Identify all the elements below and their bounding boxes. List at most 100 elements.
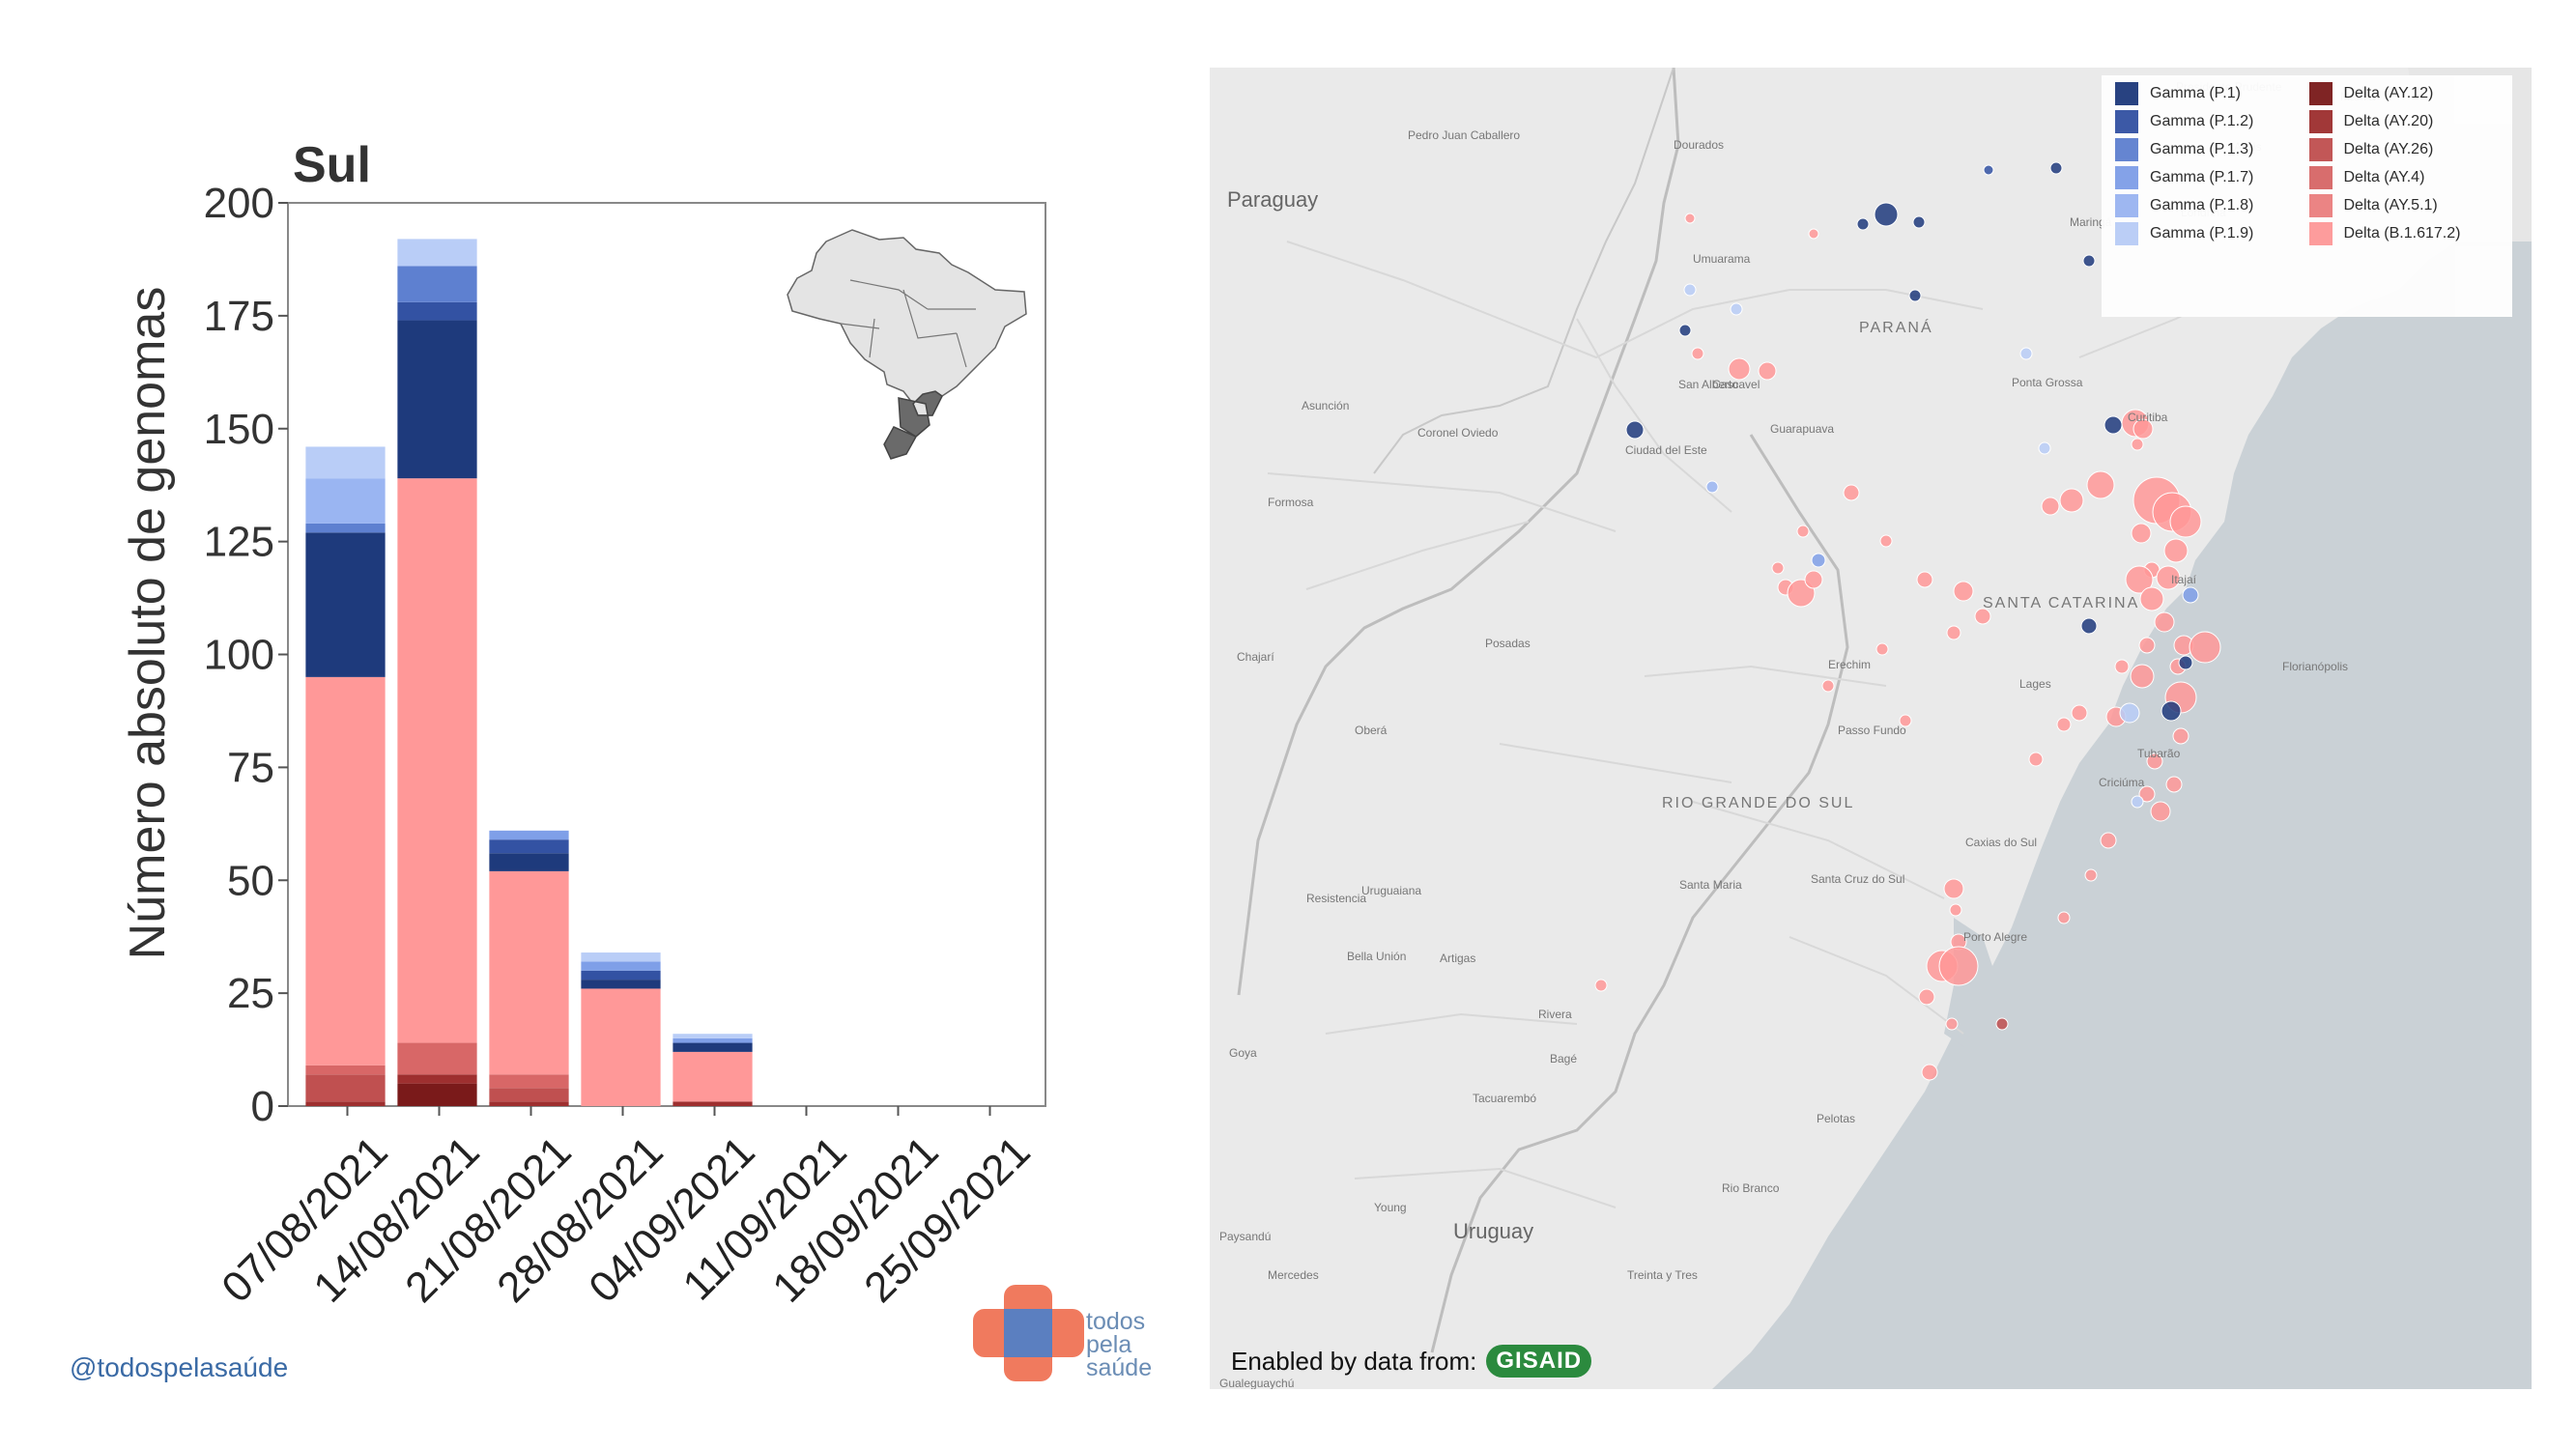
variant-marker[interactable] [1804,570,1823,589]
bar-segment[interactable] [489,853,569,871]
bar-segment[interactable] [305,676,386,1065]
social-handle[interactable]: @todospelasaúde [70,1352,289,1382]
variant-marker[interactable] [2165,776,2183,793]
variant-marker[interactable] [2172,727,2190,745]
bar-segment[interactable] [305,523,386,533]
variant-marker[interactable] [1758,361,1777,381]
variant-marker[interactable] [1684,213,1696,224]
variant-marker[interactable] [1912,215,1926,229]
variant-marker[interactable] [1594,979,1608,992]
variant-marker[interactable] [1899,714,1912,727]
variant-marker[interactable] [2028,752,2044,767]
bar-segment[interactable] [397,301,477,321]
variant-marker[interactable] [1946,625,1961,640]
variant-marker[interactable] [2163,538,2189,563]
variant-marker[interactable] [1683,283,1697,297]
bar-segment[interactable] [489,839,569,854]
variant-marker[interactable] [2138,785,2156,803]
variant-marker[interactable] [1843,484,1860,501]
variant-marker[interactable] [1625,420,1645,440]
variant-marker[interactable] [1771,561,1785,575]
variant-marker[interactable] [2057,911,2071,924]
variant-marker[interactable] [2084,868,2098,882]
variant-marker[interactable] [1983,164,1994,176]
variant-marker[interactable] [2131,523,2152,544]
variant-marker[interactable] [2038,441,2051,455]
variant-marker[interactable] [2086,470,2115,499]
map-panel[interactable]: Paraguay PARANÁ SANTA CATARINA RIO GRANDE D… [1210,68,2532,1389]
variant-marker[interactable] [2131,438,2144,451]
variant-marker[interactable] [1921,1064,1938,1081]
variant-marker[interactable] [2104,415,2123,435]
bar-segment[interactable] [397,478,477,1043]
variant-marker[interactable] [2132,418,2154,440]
variant-marker[interactable] [1691,347,1704,360]
variant-marker[interactable] [1730,302,1743,316]
variant-marker[interactable] [2100,832,2117,849]
variant-marker[interactable] [2119,702,2140,724]
variant-marker[interactable] [2138,637,2156,654]
variant-marker[interactable] [2182,586,2199,604]
bar-segment[interactable] [489,1074,569,1089]
variant-marker[interactable] [2139,586,2164,611]
bar-segment[interactable] [673,1034,753,1038]
bar-segment[interactable] [673,1101,753,1106]
variant-marker[interactable] [2178,655,2193,670]
bar-segment[interactable] [581,988,661,1106]
variant-marker[interactable] [1953,581,1974,602]
bar-segment[interactable] [305,478,386,524]
bar-segment[interactable] [397,1083,477,1106]
variant-marker[interactable] [1808,228,1819,240]
bar-segment[interactable] [489,870,569,1075]
variant-marker[interactable] [2041,497,2060,516]
variant-marker[interactable] [1908,289,1922,302]
bar-segment[interactable] [489,1088,569,1102]
variant-marker[interactable] [2082,254,2096,268]
variant-marker[interactable] [2019,347,2033,360]
variant-marker[interactable] [2131,795,2144,809]
variant-marker[interactable] [1974,608,1991,625]
variant-marker[interactable] [2150,801,2171,822]
variant-marker[interactable] [2071,704,2088,722]
variant-marker[interactable] [2049,161,2063,175]
variant-marker[interactable] [1796,525,1810,538]
variant-marker[interactable] [1995,1017,2009,1031]
variant-marker[interactable] [1856,217,1870,231]
variant-marker[interactable] [1678,324,1692,337]
bar-segment[interactable] [673,1037,753,1043]
bar-segment[interactable] [305,1101,386,1106]
variant-marker[interactable] [2189,631,2221,664]
variant-marker[interactable] [1705,480,1719,494]
bar-segment[interactable] [305,446,386,479]
bar-segment[interactable] [397,1042,477,1075]
map-canvas[interactable]: Paraguay PARANÁ SANTA CATARINA RIO GRANDE D… [1210,68,2532,1389]
variant-marker[interactable] [2169,505,2202,538]
variant-marker[interactable] [1938,946,1979,986]
bar-segment[interactable] [489,830,569,840]
bar-segment[interactable] [305,1065,386,1075]
bar-segment[interactable] [397,239,477,267]
bar-segment[interactable] [581,952,661,962]
variant-marker[interactable] [2154,611,2175,633]
variant-marker[interactable] [1943,878,1964,899]
variant-marker[interactable] [1945,1017,1959,1031]
variant-marker[interactable] [1879,534,1893,548]
variant-marker[interactable] [1916,571,1933,588]
bar-segment[interactable] [581,980,661,989]
gisaid-logo[interactable]: GISAID [1486,1345,1592,1378]
variant-marker[interactable] [2125,565,2154,594]
bar-segment[interactable] [305,1074,386,1102]
variant-marker[interactable] [2161,700,2182,722]
variant-marker[interactable] [1821,679,1835,693]
variant-marker[interactable] [2146,753,2163,770]
bar-segment[interactable] [489,1101,569,1106]
variant-marker[interactable] [2056,717,2072,732]
bar-segment[interactable] [397,266,477,302]
variant-marker[interactable] [2130,664,2155,689]
bar-segment[interactable] [305,532,386,677]
variant-marker[interactable] [1875,642,1889,656]
bar-segment[interactable] [673,1042,753,1052]
variant-marker[interactable] [1811,553,1826,568]
variant-marker[interactable] [1949,903,1962,917]
variant-marker[interactable] [1918,988,1935,1006]
